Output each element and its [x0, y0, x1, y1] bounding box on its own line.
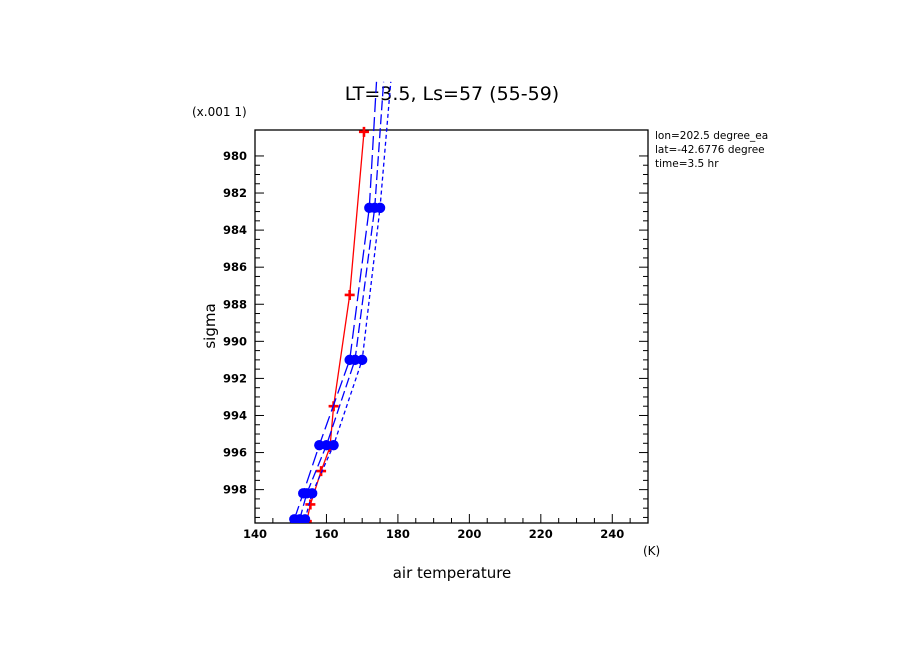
y-axis-label: sigma	[201, 303, 219, 348]
y-tick-label: 988	[223, 297, 247, 311]
annotation-lat: lat=-42.6776 degree	[655, 144, 765, 156]
y-tick-label: 982	[223, 186, 247, 200]
data-point	[356, 354, 368, 366]
data-point	[328, 439, 339, 451]
data-point	[316, 466, 327, 477]
y-tick-label: 998	[223, 483, 247, 497]
data-point	[314, 439, 325, 451]
y-scale-label: (x.001 1)	[192, 105, 247, 119]
series-line	[306, 131, 365, 522]
y-tick-label: 986	[223, 260, 247, 274]
annotation-time: time=3.5 hr	[655, 158, 719, 170]
y-tick-label: 994	[223, 408, 247, 422]
series-line	[304, 81, 392, 520]
plot-frame	[254, 129, 649, 524]
x-tick-label: 180	[386, 527, 410, 541]
y-tick-label: 992	[223, 371, 247, 385]
x-tick-label: 160	[314, 527, 338, 541]
data-point	[344, 289, 355, 300]
data-point	[349, 354, 361, 366]
y-tick-label: 990	[223, 334, 247, 348]
data-point	[374, 202, 386, 214]
chart-title: LT=3.5, Ls=57 (55-59)	[345, 83, 559, 105]
data-point	[305, 499, 316, 510]
y-tick-label: 980	[223, 149, 247, 163]
data-point	[306, 488, 318, 499]
y-tick-label: 996	[223, 446, 247, 460]
series-line	[293, 81, 378, 520]
x-tick-label: 240	[600, 527, 624, 541]
plot-area: 140 160 180 200 220 240 980 982 984 986 988 990 992 9…	[223, 81, 649, 541]
series-line	[299, 81, 385, 520]
data-point	[321, 439, 332, 451]
data-point	[299, 514, 311, 523]
annotation-lon: lon=202.5 degree_ea	[655, 130, 768, 142]
x-axis-unit: (K)	[643, 544, 660, 558]
x-tick-label: 200	[457, 527, 481, 541]
y-tick-label: 984	[223, 223, 247, 237]
x-axis-label: air temperature	[393, 564, 512, 582]
x-tick-label: 220	[529, 527, 553, 541]
x-tick-label: 140	[243, 527, 267, 541]
data-point	[358, 126, 369, 137]
series-group	[289, 81, 392, 523]
